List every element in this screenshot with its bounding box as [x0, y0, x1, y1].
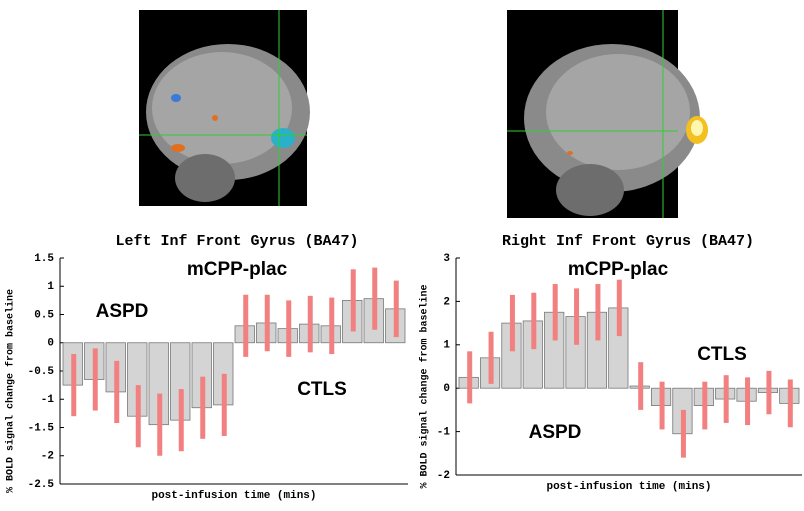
y-tick-label: -2.5	[28, 479, 55, 491]
x-axis-label: post-infusion time (mins)	[151, 490, 316, 502]
y-axis-label: % BOLD signal change from baseline	[419, 284, 431, 488]
error-bar	[553, 284, 558, 340]
chart-title: Left Inf Front Gyrus (BA47)	[115, 233, 358, 250]
error-bar	[243, 295, 248, 357]
error-bar	[531, 293, 536, 349]
error-bar	[660, 382, 665, 430]
error-bar	[638, 362, 643, 410]
error-bar	[179, 389, 184, 451]
error-bar	[617, 280, 622, 336]
annotation: mCPP-plac	[568, 259, 669, 280]
annotation: ASPD	[96, 301, 149, 322]
error-bar	[286, 300, 291, 357]
y-tick-label: 0	[443, 383, 450, 395]
error-bar	[595, 284, 600, 340]
error-bar	[93, 348, 98, 410]
y-tick-label: -1.5	[28, 422, 55, 434]
error-bar	[308, 296, 313, 353]
error-bar	[265, 295, 270, 352]
y-tick-label: -2	[41, 451, 54, 463]
error-bar	[372, 268, 377, 330]
y-tick-label: 1	[47, 281, 54, 293]
error-bar	[157, 394, 162, 456]
error-bar	[136, 385, 141, 447]
error-bar	[329, 298, 334, 355]
figure: Left Inf Front Gyrus (BA47) % BOLD signal…	[0, 0, 804, 511]
error-bar	[114, 361, 119, 423]
error-bar	[745, 377, 750, 425]
brain-image-left	[139, 10, 310, 206]
y-tick-label: 2	[443, 296, 450, 308]
error-bar	[200, 377, 205, 439]
error-bar	[351, 269, 356, 331]
y-tick-label: 0	[47, 338, 54, 350]
error-bar	[681, 410, 686, 458]
error-bar	[788, 380, 793, 428]
annotation: CTLS	[697, 344, 747, 365]
y-tick-label: -2	[437, 470, 450, 482]
x-axis-label: post-infusion time (mins)	[546, 481, 711, 493]
error-bar	[724, 375, 729, 423]
error-bar	[510, 295, 515, 351]
y-tick-label: 1	[443, 340, 450, 352]
y-tick-label: -1	[41, 394, 55, 406]
y-tick-label: 3	[443, 253, 450, 265]
annotation: ASPD	[529, 422, 582, 443]
annotation: mCPP-plac	[187, 259, 288, 280]
error-bar	[394, 281, 399, 338]
error-bar	[766, 371, 771, 414]
y-tick-label: -1	[437, 427, 451, 439]
error-bar	[222, 374, 227, 436]
brain-image-right	[507, 10, 708, 218]
error-bar	[702, 382, 707, 430]
y-axis-label: % BOLD signal change from baseline	[5, 289, 17, 493]
error-bar	[489, 332, 494, 384]
error-bar	[71, 354, 76, 416]
error-bar	[467, 351, 472, 403]
error-bar	[574, 288, 579, 344]
annotation: CTLS	[297, 379, 347, 400]
y-tick-label: 1.5	[34, 253, 54, 265]
chart-title: Right Inf Front Gyrus (BA47)	[502, 233, 754, 250]
y-tick-label: 0.5	[34, 309, 54, 321]
y-tick-label: -0.5	[28, 366, 55, 378]
